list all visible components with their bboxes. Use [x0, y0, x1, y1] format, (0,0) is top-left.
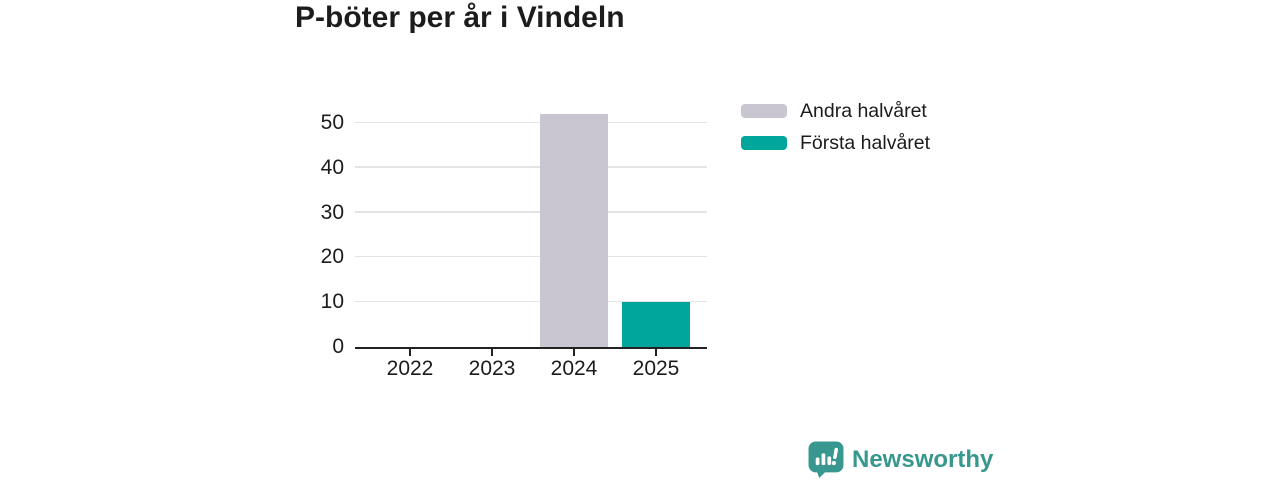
gridline-40 [355, 166, 707, 168]
x-tick-label-2022: 2022 [386, 357, 434, 380]
newsworthy-logo: Newsworthy [808, 441, 993, 478]
legend-item-andra-halvåret: Andra halvåret [741, 98, 930, 124]
x-tick-label-2023: 2023 [468, 357, 516, 380]
x-tick-mark-2022 [409, 349, 411, 356]
plot-area [355, 88, 707, 349]
x-tick-label-2024: 2024 [550, 357, 598, 380]
gridline-20 [355, 255, 707, 258]
x-tick-mark-2023 [491, 349, 493, 356]
chart-title: P-böter per år i Vindeln [295, 1, 625, 34]
x-tick-label-2025: 2025 [632, 357, 680, 380]
gridline-10 [355, 300, 707, 303]
x-tick-mark-2024 [573, 349, 575, 356]
legend-swatch [741, 104, 787, 118]
y-tick-label-0: 0 [332, 335, 344, 358]
bar-2025-första-halvåret [622, 302, 690, 347]
x-tick-mark-2025 [655, 349, 657, 356]
y-tick-label-10: 10 [320, 290, 344, 314]
gridline-30 [355, 211, 707, 213]
legend: Andra halvåret Första halvåret [741, 98, 930, 162]
bar-chart-speech-bubble-icon [808, 441, 844, 478]
legend-item-första-halvåret: Första halvåret [741, 130, 930, 156]
gridline-50 [355, 121, 707, 123]
newsworthy-logo-text: Newsworthy [852, 446, 994, 473]
y-tick-label-40: 40 [320, 155, 344, 179]
y-tick-label-50: 50 [320, 111, 344, 134]
y-tick-label-30: 30 [320, 200, 344, 224]
legend-label: Andra halvåret [800, 99, 927, 122]
legend-label: Första halvåret [800, 131, 931, 154]
y-tick-label-20: 20 [320, 245, 344, 269]
legend-swatch [741, 136, 787, 150]
bar-2024-andra-halvåret [540, 114, 608, 347]
